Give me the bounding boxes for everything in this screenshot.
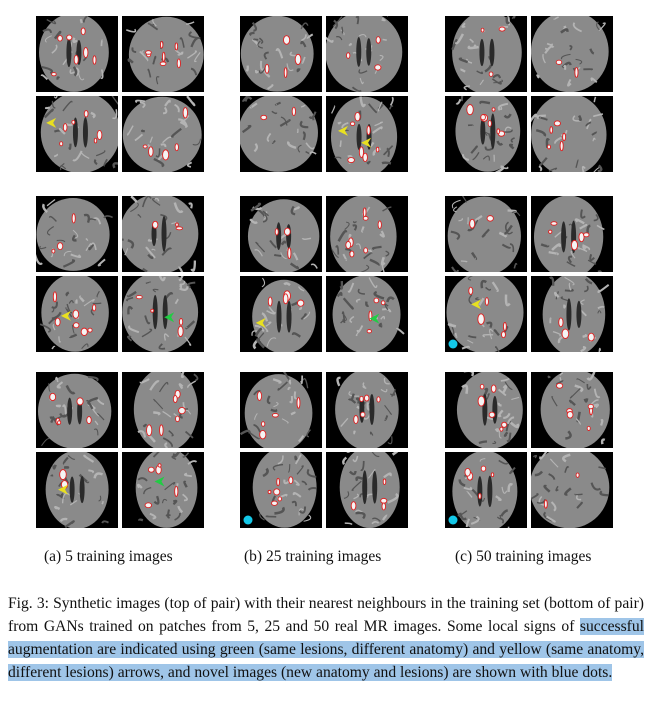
green-arrow-icon <box>369 313 380 324</box>
nearest-neighbour-image <box>445 276 527 352</box>
subcaption-b: (b) 25 training images <box>244 548 382 565</box>
synthetic-image <box>445 16 527 92</box>
synthetic-image <box>122 16 204 92</box>
synthetic-image <box>326 16 408 92</box>
synthetic-image <box>36 16 118 92</box>
yellow-arrow-icon <box>46 117 57 128</box>
synthetic-image <box>326 196 408 272</box>
synthetic-image <box>122 372 204 448</box>
image-pair-panel <box>36 196 206 352</box>
nearest-neighbour-image <box>240 276 322 352</box>
nearest-neighbour-image <box>36 452 118 528</box>
yellow-arrow-icon <box>60 310 71 321</box>
nearest-neighbour-image <box>122 452 204 528</box>
synthetic-image <box>531 196 613 272</box>
synthetic-image <box>240 372 322 448</box>
blue-dot-icon <box>243 515 253 525</box>
yellow-arrow-icon <box>361 137 372 148</box>
synthetic-image <box>36 372 118 448</box>
nearest-neighbour-image <box>240 452 322 528</box>
image-pair-panel <box>36 16 206 172</box>
subcaption-c: (c) 50 training images <box>455 548 592 565</box>
image-pair-panel <box>445 196 615 352</box>
yellow-arrow-icon <box>338 125 349 136</box>
green-arrow-icon <box>164 312 175 323</box>
figure <box>36 16 615 528</box>
image-pair-panel <box>445 16 615 172</box>
synthetic-image <box>240 196 322 272</box>
nearest-neighbour-image <box>326 276 408 352</box>
subcaption-a: (a) 5 training images <box>44 548 173 565</box>
figure-caption: Fig. 3: Synthetic images (top of pair) w… <box>8 592 644 684</box>
nearest-neighbour-image <box>122 96 204 172</box>
nearest-neighbour-image <box>326 96 408 172</box>
blue-dot-icon <box>448 339 458 349</box>
nearest-neighbour-image <box>122 276 204 352</box>
nearest-neighbour-image <box>445 452 527 528</box>
nearest-neighbour-image <box>531 452 613 528</box>
yellow-arrow-icon <box>255 317 266 328</box>
nearest-neighbour-image <box>326 452 408 528</box>
nearest-neighbour-image <box>445 96 527 172</box>
synthetic-image <box>36 196 118 272</box>
synthetic-image <box>445 372 527 448</box>
image-pair-panel <box>36 372 206 528</box>
image-pair-panel <box>445 372 615 528</box>
blue-dot-icon <box>448 515 458 525</box>
synthetic-image <box>445 196 527 272</box>
yellow-arrow-icon <box>58 484 69 495</box>
image-pair-panel <box>240 16 410 172</box>
synthetic-image <box>531 16 613 92</box>
synthetic-image <box>326 372 408 448</box>
nearest-neighbour-image <box>36 276 118 352</box>
synthetic-image <box>531 372 613 448</box>
caption-lead: Fig. 3: Synthetic images (top of pair) w… <box>8 595 644 635</box>
image-pair-panel <box>240 372 410 528</box>
synthetic-image <box>122 196 204 272</box>
synthetic-image <box>240 16 322 92</box>
image-pair-panel <box>240 196 410 352</box>
nearest-neighbour-image <box>531 96 613 172</box>
nearest-neighbour-image <box>240 96 322 172</box>
green-arrow-icon <box>154 476 165 487</box>
yellow-arrow-icon <box>471 299 482 310</box>
nearest-neighbour-image <box>36 96 118 172</box>
nearest-neighbour-image <box>531 276 613 352</box>
